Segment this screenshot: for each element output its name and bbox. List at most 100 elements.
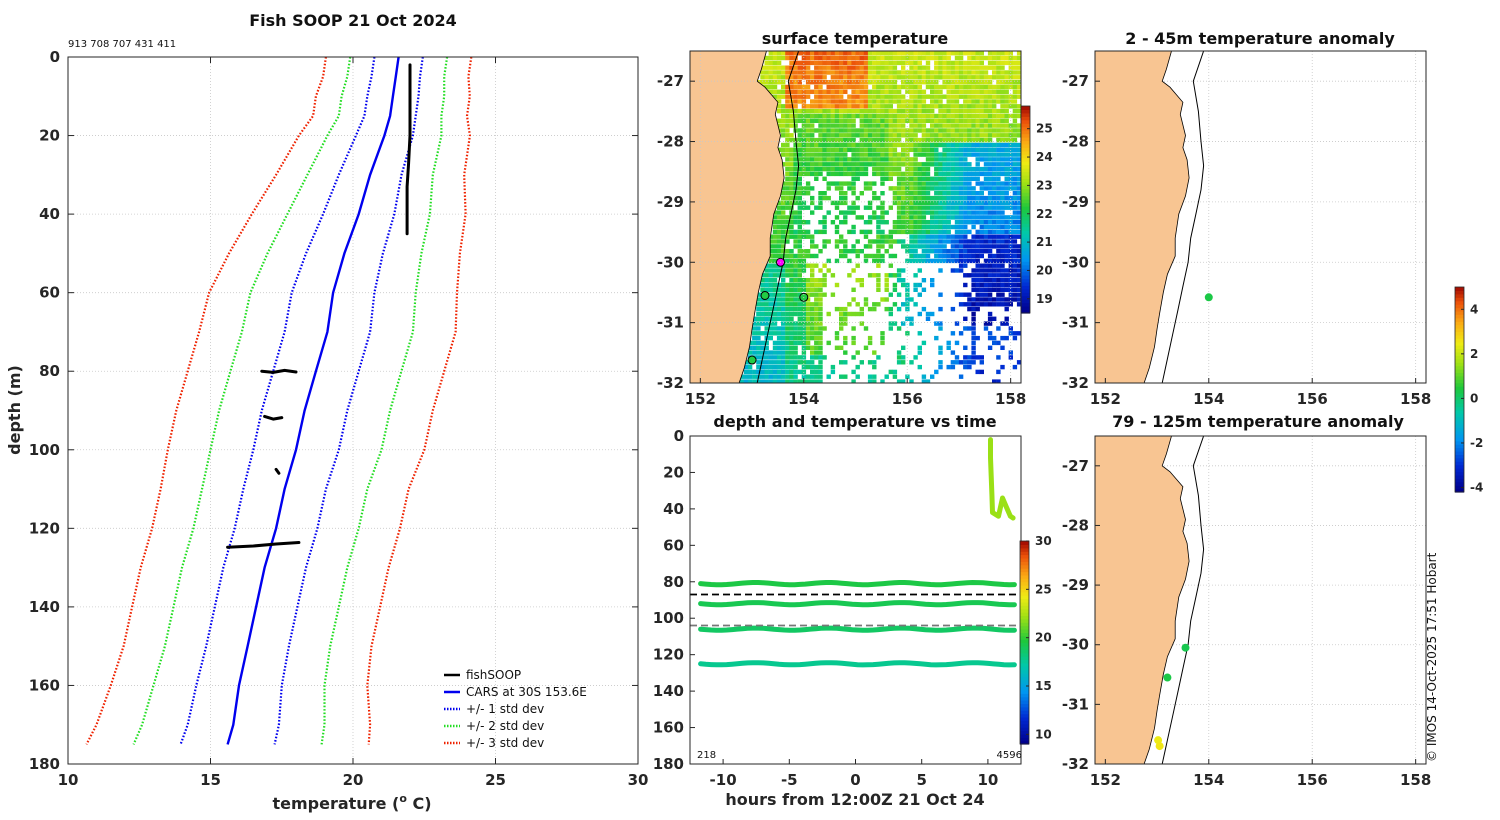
sst-cell	[963, 345, 968, 350]
sst-cell	[967, 162, 972, 167]
sst-cell	[818, 84, 823, 90]
sst-cell	[801, 60, 807, 66]
sst-cell	[839, 239, 844, 244]
sst-cell	[834, 128, 840, 133]
sst-cell	[772, 369, 778, 375]
sst-cell	[934, 186, 939, 191]
sst-cell	[785, 282, 790, 288]
sst-cell	[810, 302, 815, 307]
sst-cell	[1016, 331, 1021, 336]
sst-cell	[1016, 302, 1021, 307]
sst-cell	[781, 89, 786, 94]
profile-fishsoop-line	[274, 467, 281, 475]
anomaly-colorbar-label: 2	[1470, 347, 1478, 361]
sst-cell	[801, 369, 807, 375]
sst-colorbar-segment	[1021, 275, 1030, 280]
sst-cell	[913, 65, 918, 70]
sst-cell	[963, 239, 968, 244]
sst-cell	[1000, 191, 1005, 196]
sst-cell	[975, 195, 980, 201]
sst-colorbar-segment	[1021, 178, 1030, 183]
sst-cell	[867, 306, 873, 312]
sst-cell	[983, 128, 989, 133]
sst-cell	[830, 80, 836, 85]
sst-cell	[913, 355, 918, 360]
anom-shallow-ticks: 152 154 156 158-27-28-29-30-31-32	[1062, 72, 1431, 408]
sst-cell	[979, 84, 984, 90]
sst-cell	[992, 118, 997, 123]
sst-cell	[785, 369, 790, 375]
sst-cell	[834, 108, 840, 114]
sst-cell	[839, 60, 844, 66]
sst-cell	[888, 128, 893, 133]
sst-cell	[834, 137, 840, 143]
sst-cell	[826, 123, 831, 128]
sst-cell	[987, 210, 993, 215]
sst-cell	[805, 128, 811, 133]
sst-cell	[1012, 191, 1018, 196]
sst-cell	[938, 364, 943, 370]
sst-cell	[979, 253, 984, 259]
sst-cell	[805, 379, 811, 383]
sst-cell	[876, 55, 881, 61]
sst-cell	[938, 176, 943, 181]
sst-cell	[963, 195, 968, 201]
legend-label-std3: +/- 3 std dev	[466, 736, 544, 750]
sst-cell	[1012, 99, 1018, 104]
sst-cell	[954, 157, 960, 162]
sst-cell	[826, 152, 831, 157]
sst-cell	[963, 123, 968, 128]
sst-cell	[1000, 302, 1005, 307]
sst-cell	[942, 229, 947, 235]
sst-cell	[901, 123, 906, 128]
sst-cell	[896, 70, 902, 75]
sst-cell	[863, 70, 869, 75]
sst-cell	[963, 99, 968, 104]
sst-cell	[1016, 152, 1021, 157]
sst-cell	[901, 147, 906, 152]
sst-cell	[1004, 195, 1009, 201]
sst-cell	[793, 55, 798, 61]
sst-cell	[818, 113, 823, 119]
sst-colorbar-frame	[1020, 105, 1031, 314]
sst-cell	[872, 94, 877, 99]
sst-cell	[909, 229, 914, 235]
sst-cell	[979, 200, 984, 206]
anomaly-colorbar-segment	[1455, 485, 1464, 490]
sst-cell	[987, 166, 993, 172]
sst-cell	[834, 142, 840, 148]
sst-cell	[901, 355, 906, 360]
sst-cell	[789, 104, 794, 109]
sst-cell	[888, 171, 893, 177]
sst-cell	[1008, 113, 1013, 119]
sst-cell	[872, 364, 877, 370]
sst-cell	[909, 258, 914, 264]
sst-cell	[834, 113, 840, 119]
sst-cell	[863, 75, 869, 80]
sst-cell	[987, 273, 993, 278]
sst-cell	[925, 142, 931, 148]
sst-cell	[772, 224, 778, 230]
sst-cell	[830, 171, 836, 177]
sst-cell	[975, 51, 980, 56]
sst-cell	[859, 113, 864, 119]
sst-cell	[772, 360, 778, 365]
sst-cell	[867, 157, 873, 162]
sst-cell	[810, 171, 815, 177]
sst-cell	[834, 239, 840, 244]
sst-cell	[847, 205, 852, 210]
sst-cell	[934, 80, 939, 85]
sst-cell	[934, 166, 939, 172]
sst-cell	[934, 104, 939, 109]
sst-cell	[768, 374, 773, 379]
sst-cell	[797, 253, 802, 259]
sst-cell	[789, 94, 794, 99]
sst-cell	[876, 80, 881, 85]
time-depth-colorbar-segment	[1020, 673, 1029, 677]
sst-cell	[756, 364, 761, 370]
sst-cell	[867, 181, 873, 186]
sst-cell	[801, 89, 807, 94]
sst-cell	[921, 340, 927, 346]
sst-cell	[843, 108, 848, 114]
sst-cell	[888, 99, 893, 104]
